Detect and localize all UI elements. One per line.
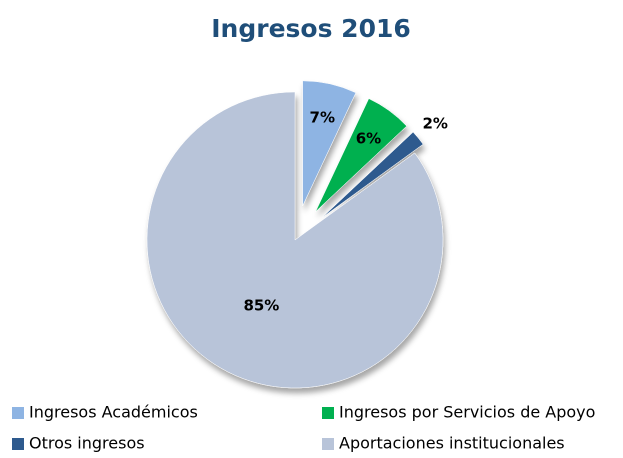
chart-title: Ingresos 2016 bbox=[211, 14, 411, 43]
data-label: 7% bbox=[310, 109, 335, 127]
pie bbox=[146, 80, 444, 389]
legend-label: Aportaciones institucionales bbox=[339, 434, 565, 453]
data-label: 85% bbox=[243, 296, 279, 314]
legend-swatch bbox=[12, 407, 24, 419]
legend-swatch bbox=[322, 438, 334, 450]
pie-slice bbox=[321, 131, 424, 218]
pie-slice bbox=[302, 80, 357, 206]
legend-swatch bbox=[322, 407, 334, 419]
data-label: 2% bbox=[422, 114, 447, 132]
legend-swatch bbox=[12, 438, 24, 450]
legend-label: Ingresos por Servicios de Apoyo bbox=[339, 403, 595, 422]
legend-label: Otros ingresos bbox=[29, 434, 145, 453]
data-label: 6% bbox=[356, 129, 381, 147]
pie-slice bbox=[315, 98, 408, 212]
pie-slice bbox=[146, 91, 444, 389]
legend-label: Ingresos Académicos bbox=[29, 403, 198, 422]
